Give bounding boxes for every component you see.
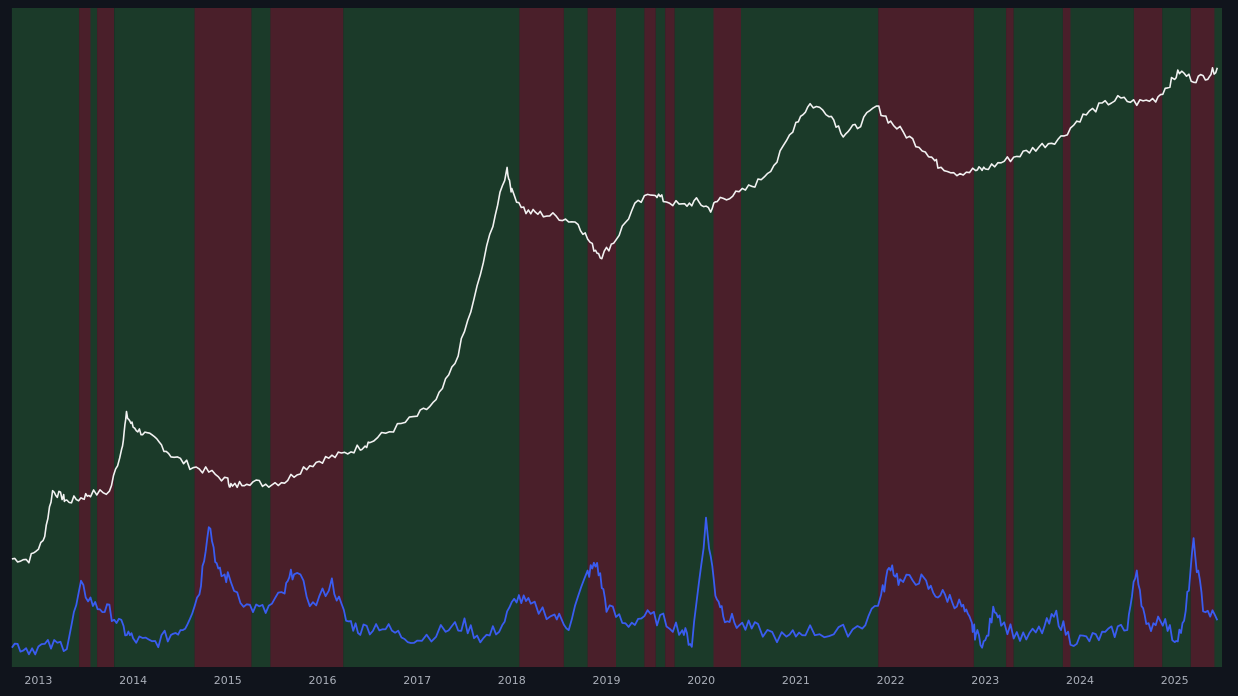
regime-band-bearish [270, 8, 344, 667]
regime-bands [11, 8, 1222, 667]
regime-band-bullish [1214, 8, 1222, 667]
x-tick-label: 2024 [1066, 674, 1094, 687]
regime-band-bullish [1162, 8, 1191, 667]
regime-band-bullish [655, 8, 666, 667]
x-tick-label: 2017 [403, 674, 431, 687]
oscillator-line [11, 516, 1219, 656]
regime-band-bullish [616, 8, 645, 667]
x-tick-label: 2013 [24, 674, 52, 687]
x-tick-label: 2020 [687, 674, 715, 687]
regime-band-bearish [1062, 8, 1071, 667]
regime-band-bearish [79, 8, 91, 667]
regime-band-bearish [713, 8, 741, 667]
regime-band-bullish [973, 8, 1007, 667]
x-tick-label: 2018 [498, 674, 526, 687]
x-tick-label: 2019 [593, 674, 621, 687]
regime-band-bearish [97, 8, 115, 667]
regime-band-bullish [1070, 8, 1134, 667]
regime-band-bullish [11, 8, 80, 667]
x-tick-label: 2022 [877, 674, 905, 687]
regime-band-bullish [114, 8, 195, 667]
price-line [11, 67, 1219, 564]
x-tick-label: 2016 [309, 674, 337, 687]
regime-band-bearish [644, 8, 656, 667]
regime-band-bullish [251, 8, 271, 667]
x-tick-label: 2014 [119, 674, 147, 687]
regime-band-bullish [90, 8, 98, 667]
x-tick-label: 2025 [1161, 674, 1189, 687]
regime-band-bearish [878, 8, 974, 667]
regime-band-bearish [665, 8, 675, 667]
regime-band-bullish [563, 8, 588, 667]
regime-band-bullish [1013, 8, 1063, 667]
price-series [11, 67, 1219, 564]
oscillator-series [11, 516, 1219, 656]
regime-band-bearish [1190, 8, 1215, 667]
x-tick-label: 2015 [214, 674, 242, 687]
regime-band-bearish [1006, 8, 1014, 667]
regime-band-bullish [343, 8, 520, 667]
regime-band-bullish [741, 8, 879, 667]
regime-band-bearish [1133, 8, 1163, 667]
regime-band-bearish [519, 8, 564, 667]
x-tick-label: 2023 [971, 674, 999, 687]
regime-band-bearish [587, 8, 616, 667]
x-tick-label: 2021 [782, 674, 810, 687]
x-axis-ticks: 2013 2014 2015 2016 2017 2018 2019 2020 2021 2022… [24, 674, 1188, 687]
regime-band-bullish [674, 8, 714, 667]
